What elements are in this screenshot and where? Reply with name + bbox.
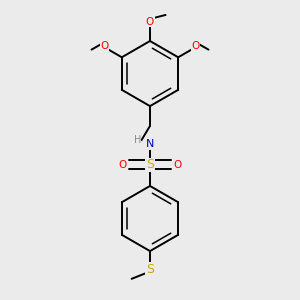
Text: O: O bbox=[100, 41, 108, 51]
Text: O: O bbox=[192, 41, 200, 51]
Text: O: O bbox=[118, 160, 127, 170]
Text: N: N bbox=[146, 139, 154, 149]
Text: O: O bbox=[173, 160, 181, 170]
Text: H: H bbox=[134, 135, 141, 145]
Text: O: O bbox=[146, 17, 154, 27]
Text: S: S bbox=[146, 158, 154, 171]
Text: S: S bbox=[146, 263, 154, 276]
